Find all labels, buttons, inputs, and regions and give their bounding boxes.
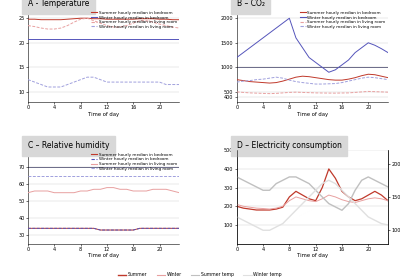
X-axis label: Time of day: Time of day xyxy=(88,253,119,258)
Legend: Summer hourly median in bedroom, Winter hourly median in bedroom, Summer hourly : Summer hourly median in bedroom, Winter … xyxy=(90,152,177,171)
X-axis label: Time of day: Time of day xyxy=(88,112,119,116)
Legend: Summer hourly median in bedroom, Winter hourly median in bedroom, Summer hourly : Summer hourly median in bedroom, Winter … xyxy=(299,10,386,29)
Text: C – Relative humidity: C – Relative humidity xyxy=(28,141,110,150)
Text: A - Temperature: A - Temperature xyxy=(28,0,89,8)
X-axis label: Time of day: Time of day xyxy=(297,253,328,258)
Legend: Summer, Winter, Summer temp, Winter temp: Summer, Winter, Summer temp, Winter temp xyxy=(118,272,282,278)
Legend: Summer hourly median in bedroom, Winter hourly median in bedroom, Summer hourly : Summer hourly median in bedroom, Winter … xyxy=(90,10,177,29)
Text: B – CO₂: B – CO₂ xyxy=(237,0,265,8)
X-axis label: Time of day: Time of day xyxy=(297,112,328,116)
Text: D – Electricity consumption: D – Electricity consumption xyxy=(237,141,342,150)
